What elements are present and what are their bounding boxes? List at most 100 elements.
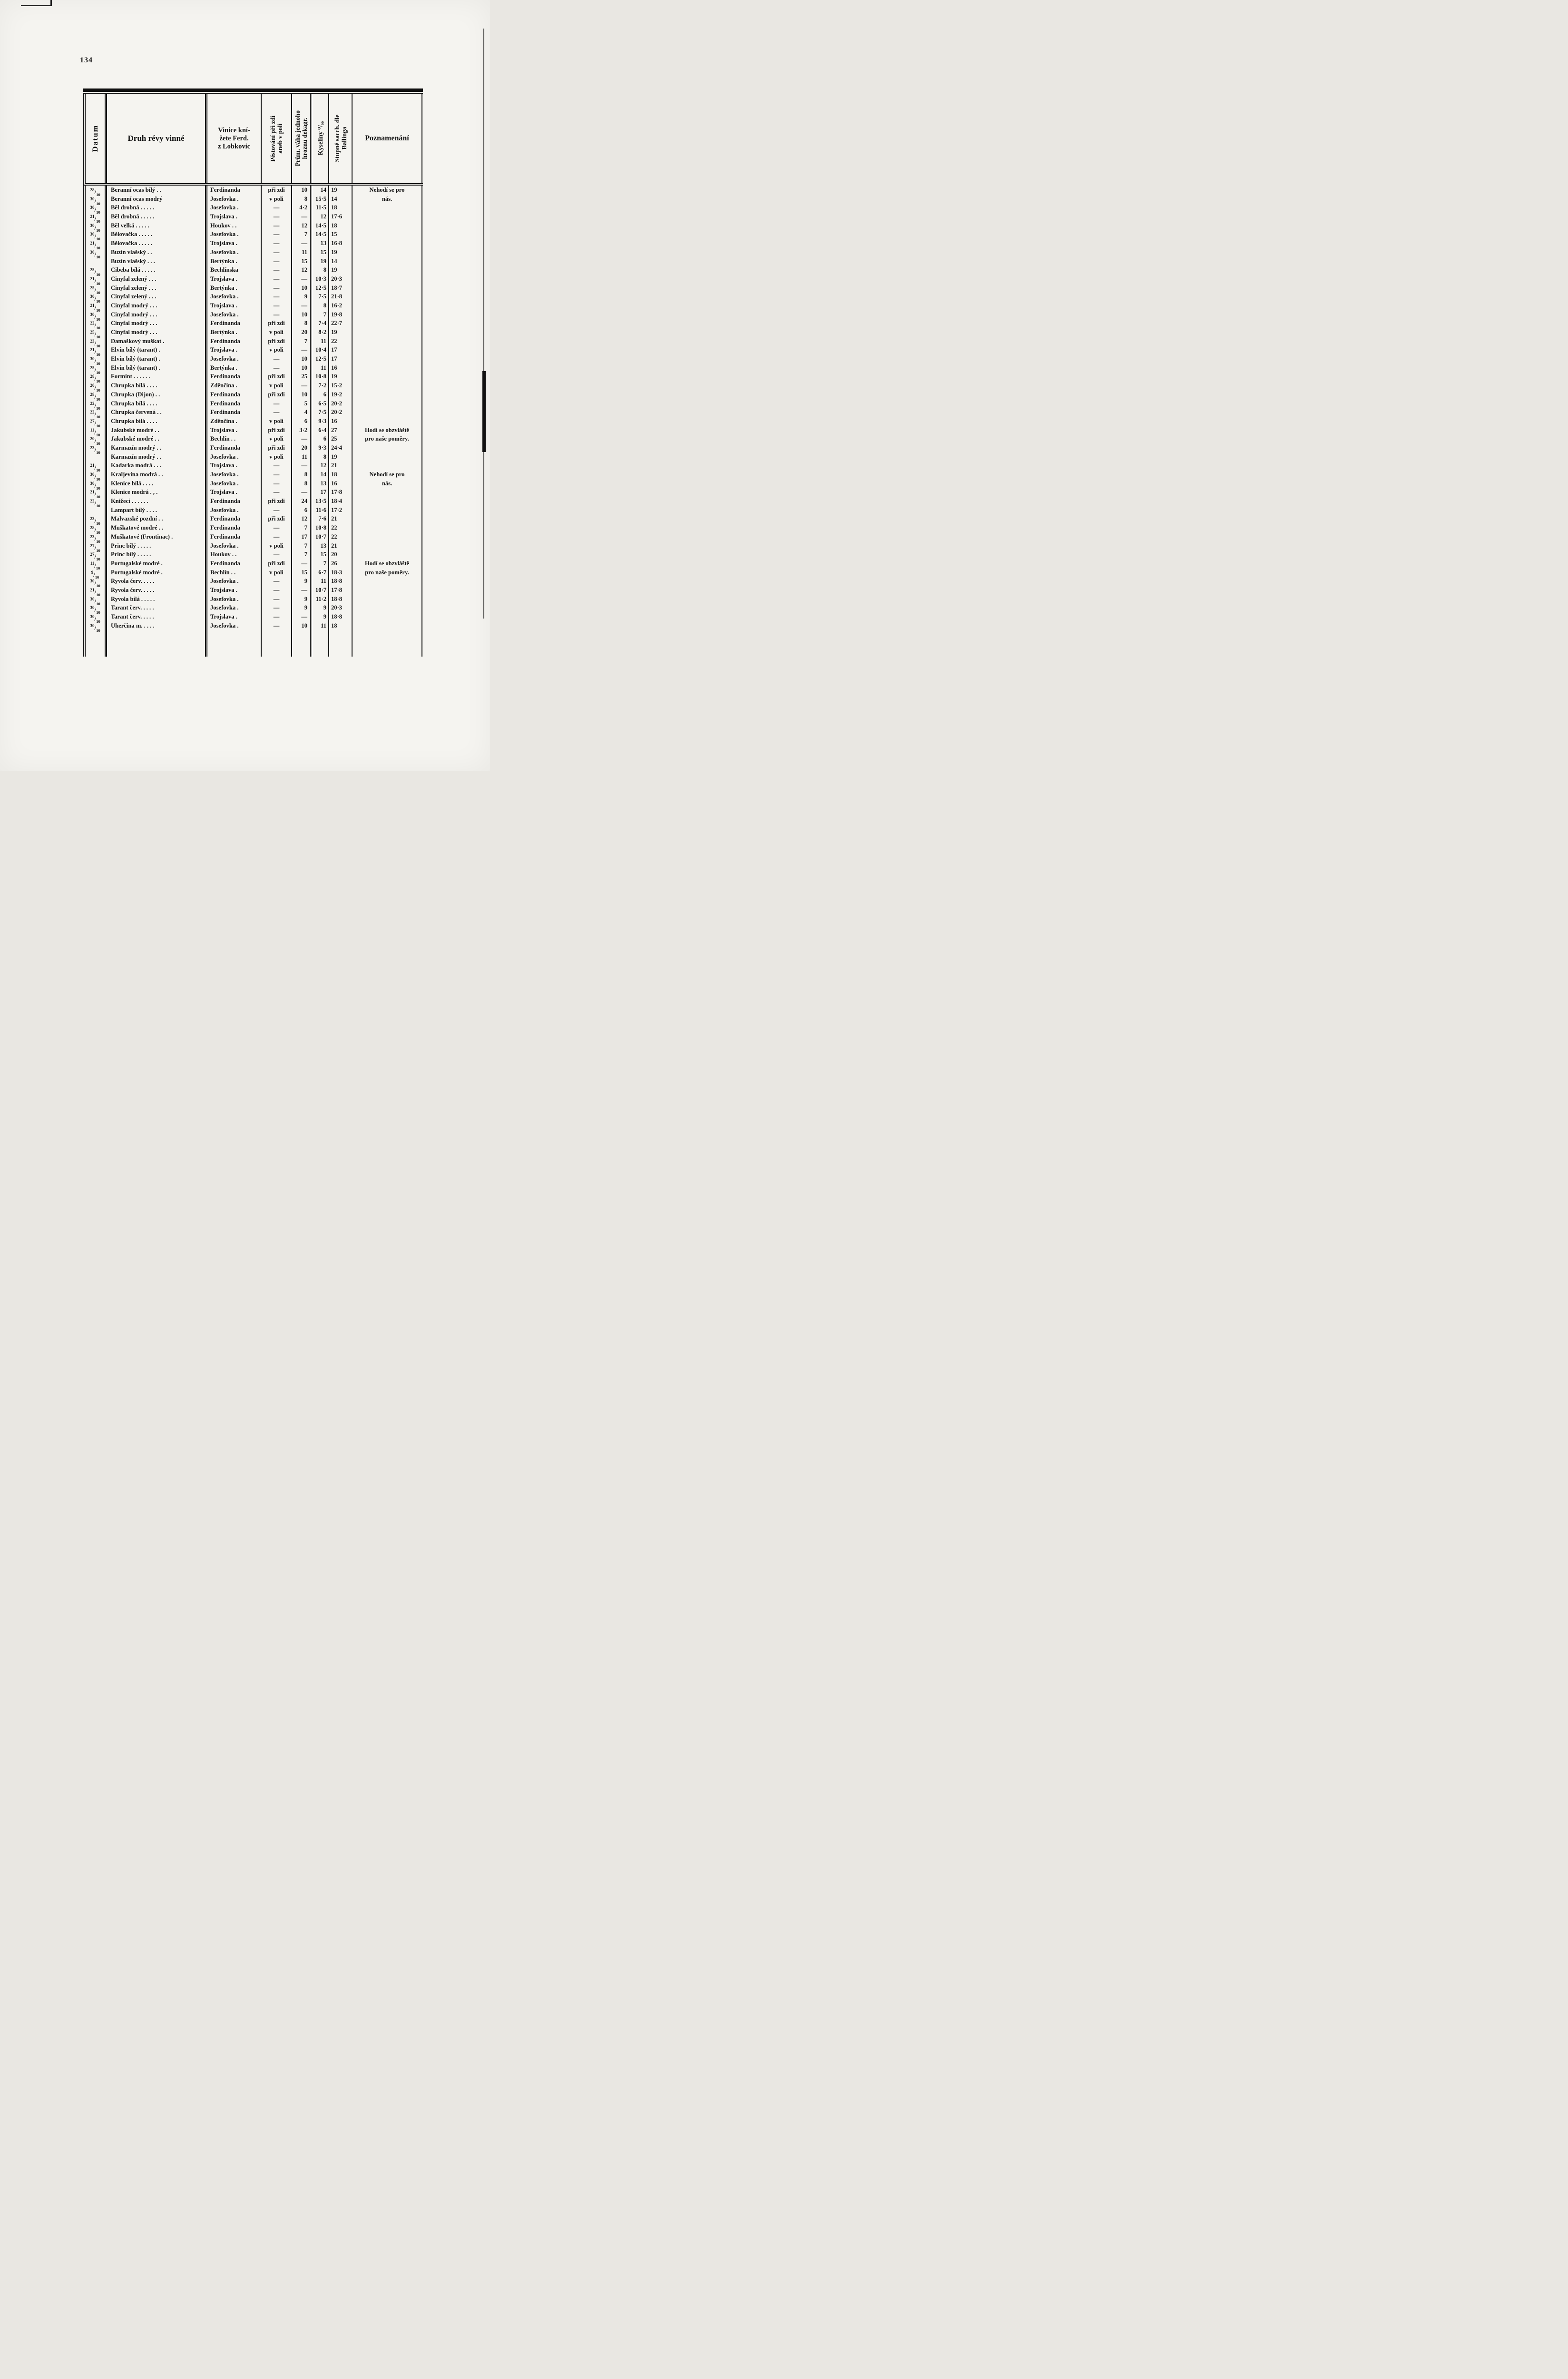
cell-kyseliny: 9 <box>312 603 329 612</box>
vinice-line-2: žete Ferd. <box>219 134 249 142</box>
cell-druh: Chrupka bílá . . . . <box>107 381 207 390</box>
cell-kyseliny: 6·7 <box>312 568 329 577</box>
cell-vaha: 12 <box>292 265 312 275</box>
cell-pestovani: — <box>262 310 292 319</box>
cell-poznamenani <box>353 301 422 310</box>
cell-pestovani: — <box>262 265 292 275</box>
cell-vinice: Ferdinanda <box>207 523 262 532</box>
cell-pestovani: — <box>262 612 292 621</box>
cell-poznamenani <box>353 230 422 239</box>
scan-edge-line <box>483 29 484 619</box>
cell-kyseliny: 10·8 <box>312 523 329 532</box>
cell-vinice: Ferdinanda <box>207 514 262 524</box>
cell-vaha: 8 <box>292 479 312 488</box>
cell-vaha: 11 <box>292 452 312 462</box>
cell-datum: 30/10 <box>86 310 107 322</box>
cell-kyseliny: 12·5 <box>312 283 329 293</box>
cell-pestovani: při zdi <box>262 443 292 452</box>
cell-vaha: 10 <box>292 363 312 373</box>
cell-datum: / <box>86 452 107 462</box>
cell-pestovani: — <box>262 274 292 284</box>
cell-kyseliny: 14·5 <box>312 230 329 239</box>
cell-stupne: 16·2 <box>329 301 353 310</box>
cell-poznamenani <box>353 408 422 417</box>
tail-cell <box>207 630 262 657</box>
cell-pestovani: — <box>262 301 292 310</box>
cell-datum: 22/10 <box>86 319 107 330</box>
cell-datum: 23/10 <box>86 443 107 455</box>
cell-stupne: 17 <box>329 345 353 355</box>
cell-datum: 22/10 <box>86 408 107 419</box>
cell-druh: Klenice modrá . , . <box>107 488 207 497</box>
cell-vinice: Trojslava . <box>207 239 262 248</box>
cell-stupne: 20·2 <box>329 408 353 417</box>
stupne-line-2: Ballinga <box>340 127 348 150</box>
cell-vaha: 5 <box>292 399 312 408</box>
cell-stupne: 27 <box>329 425 353 435</box>
cell-datum: 30/10 <box>86 479 107 491</box>
cell-vinice: Josefovka . <box>207 594 262 604</box>
cell-datum: 30/10 <box>86 612 107 624</box>
col-header-vaha-label: Prům. váha jednoho hroznu dekagr. <box>294 110 308 166</box>
cell-druh: Kraljevina modrá . . <box>107 470 207 479</box>
cell-pestovani: — <box>262 221 292 230</box>
cell-poznamenani <box>353 212 422 221</box>
cell-druh: Knížecí . . . . . . <box>107 497 207 506</box>
col-header-druh-label: Druh révy vinné <box>127 134 185 143</box>
cell-kyseliny: 9 <box>312 612 329 621</box>
pestovani-line-2: aneb v poli <box>276 123 284 154</box>
cell-vinice: Trojslava . <box>207 425 262 435</box>
cell-poznamenani: Nehodí se pro <box>353 470 422 479</box>
cell-poznamenani <box>353 603 422 612</box>
col-header-poznamenani-label: Poznamenání <box>365 134 409 142</box>
cell-vaha: 7 <box>292 336 312 346</box>
cell-stupne: 16 <box>329 416 353 426</box>
cell-vinice: Trojslava . <box>207 345 262 355</box>
cell-pestovani: — <box>262 550 292 559</box>
cell-pestovani: — <box>262 292 292 301</box>
cell-druh: Cinyfal modrý . . . <box>107 310 207 319</box>
cell-datum: 27/10 <box>86 416 107 428</box>
cell-pestovani: v poli <box>262 434 292 443</box>
cell-stupne: 22 <box>329 532 353 541</box>
cell-druh: Ryvola červ. . . . . <box>107 585 207 595</box>
cell-datum: 21/10 <box>86 212 107 224</box>
cell-pestovani: při zdi <box>262 514 292 524</box>
cell-druh: Tarant červ. . . . . <box>107 603 207 612</box>
cell-kyseliny: 7·5 <box>312 292 329 301</box>
cell-datum: 22/10 <box>86 399 107 411</box>
cell-vinice: Zděnčina . <box>207 381 262 390</box>
cell-vaha: — <box>292 488 312 497</box>
cell-vaha: 15 <box>292 568 312 577</box>
cell-vaha: 10 <box>292 621 312 630</box>
cell-vinice: Josefovka . <box>207 230 262 239</box>
cell-pestovani: při zdi <box>262 559 292 568</box>
cell-druh: Cinyfal modrý . . . <box>107 301 207 310</box>
cell-pestovani: při zdi <box>262 336 292 346</box>
cell-kyseliny: 7·5 <box>312 408 329 417</box>
cell-poznamenani <box>353 443 422 452</box>
cell-vinice: Josefovka . <box>207 541 262 551</box>
cell-vaha: 10 <box>292 390 312 399</box>
cell-poznamenani <box>353 523 422 532</box>
cell-datum: 21/10 <box>86 239 107 250</box>
cell-vaha: 8 <box>292 194 312 204</box>
cell-druh: Malvazské pozdní . . <box>107 514 207 524</box>
cell-pestovani: — <box>262 470 292 479</box>
cell-kyseliny: 7 <box>312 310 329 319</box>
tail-cell <box>107 630 207 657</box>
cell-vinice: Ferdinanda <box>207 186 262 195</box>
cell-poznamenani <box>353 461 422 470</box>
cell-datum: / <box>86 505 107 515</box>
cell-datum: 28/10 <box>86 372 107 383</box>
cell-druh: Jakubské modré . . <box>107 434 207 443</box>
cell-stupne: 20·3 <box>329 274 353 284</box>
cell-poznamenani <box>353 283 422 293</box>
cell-stupne: 19 <box>329 452 353 462</box>
cell-stupne: 18·8 <box>329 594 353 604</box>
cell-vaha: — <box>292 612 312 621</box>
cell-poznamenani: pro naše poměry. <box>353 568 422 577</box>
cell-kyseliny: 9·3 <box>312 443 329 452</box>
cell-kyseliny: 11 <box>312 363 329 373</box>
cell-stupne: 18·8 <box>329 577 353 586</box>
